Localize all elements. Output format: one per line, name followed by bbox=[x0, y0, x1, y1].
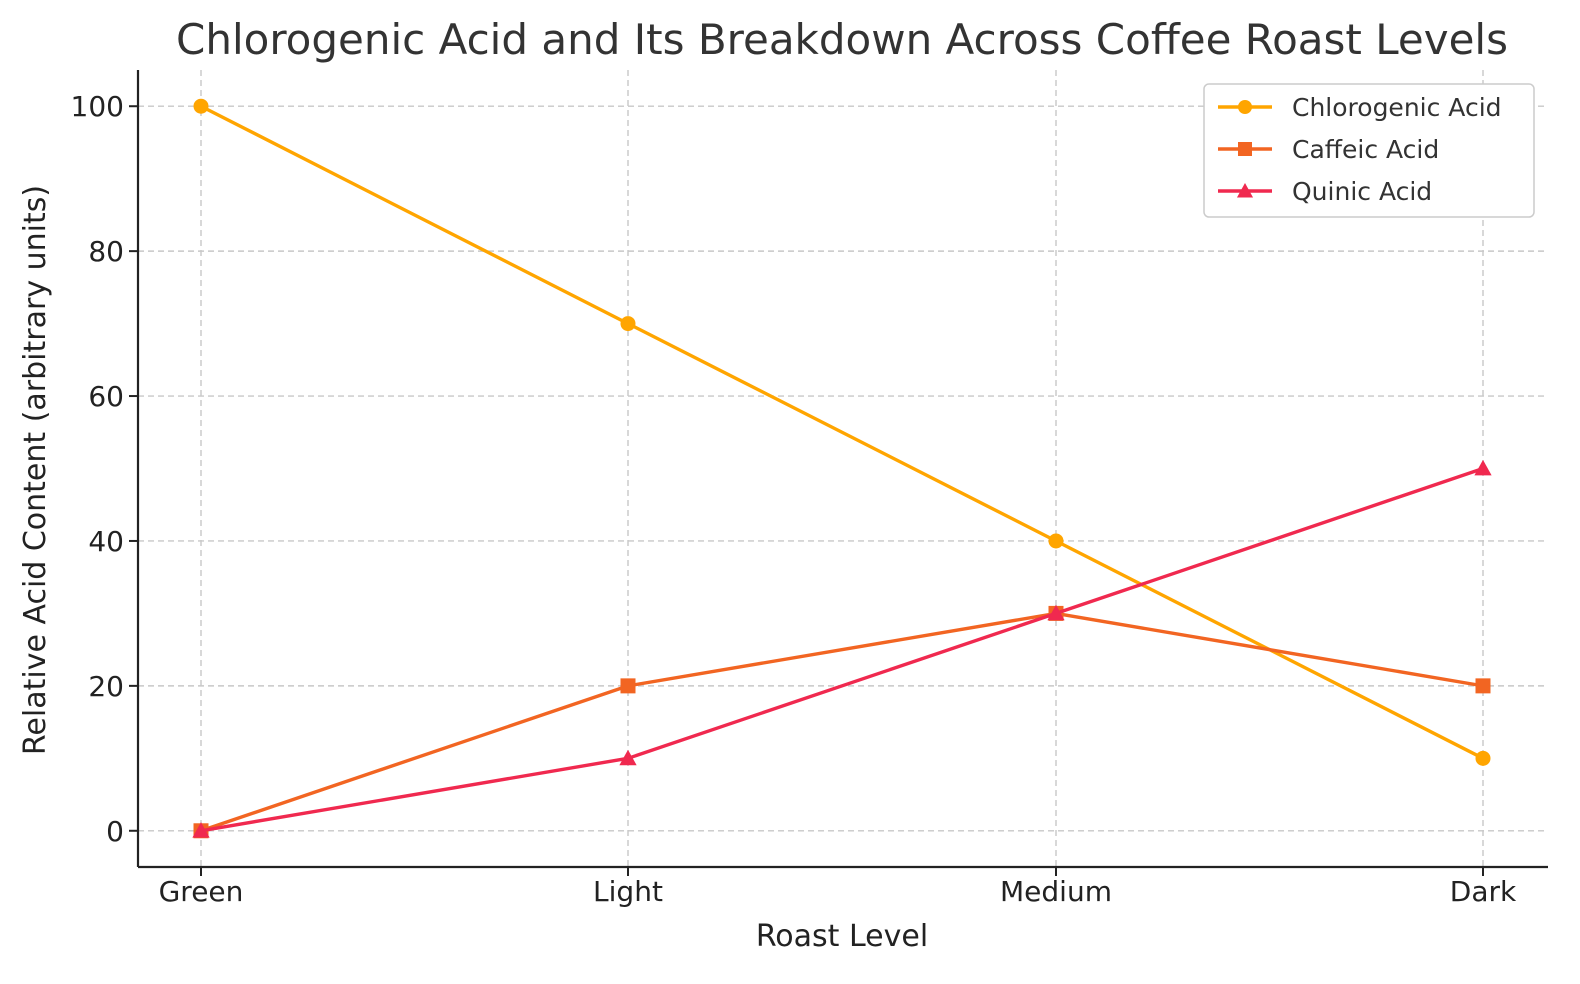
data-point bbox=[1475, 678, 1491, 694]
x-tick-label: Medium bbox=[1000, 875, 1112, 908]
y-tick-label: 100 bbox=[71, 90, 124, 123]
data-point bbox=[620, 678, 636, 694]
legend-item: Chlorogenic Acid bbox=[1218, 93, 1502, 122]
legend-marker bbox=[1238, 100, 1252, 114]
grid-lines bbox=[138, 70, 1548, 867]
legend-label: Caffeic Acid bbox=[1292, 135, 1439, 164]
data-point bbox=[1474, 459, 1492, 476]
y-tick-label: 60 bbox=[88, 380, 124, 413]
legend: Chlorogenic Acid Caffeic Acid Quinic Acid bbox=[1203, 83, 1535, 218]
data-point bbox=[1047, 604, 1065, 621]
legend-marker bbox=[1238, 142, 1252, 156]
y-tick-label: 80 bbox=[88, 235, 124, 268]
legend-marker bbox=[1236, 182, 1254, 198]
data-point bbox=[1048, 533, 1064, 549]
axes bbox=[129, 70, 1548, 876]
data-series bbox=[192, 98, 1492, 839]
y-axis-label: Relative Acid Content (arbitrary units) bbox=[18, 185, 53, 755]
legend-label: Quinic Acid bbox=[1292, 177, 1432, 206]
series-quinic-acid bbox=[192, 459, 1492, 838]
y-tick-label: 0 bbox=[106, 815, 124, 848]
tick-labels: 0 20 40 60 80 100 Green Light Medium Dark bbox=[71, 90, 1517, 908]
series-caffeic-acid bbox=[193, 605, 1491, 839]
data-point bbox=[192, 822, 210, 838]
legend-item: Caffeic Acid bbox=[1218, 135, 1439, 164]
x-tick-label: Light bbox=[593, 875, 663, 908]
y-tick-label: 20 bbox=[88, 670, 124, 703]
series-line bbox=[200, 611, 1484, 833]
data-point bbox=[193, 98, 209, 114]
data-point bbox=[1475, 750, 1491, 766]
data-point bbox=[619, 749, 637, 766]
legend-item: Quinic Acid bbox=[1218, 177, 1432, 206]
data-point bbox=[620, 316, 636, 332]
x-axis-label: Roast Level bbox=[756, 919, 928, 954]
legend-box bbox=[1203, 83, 1535, 218]
series-line bbox=[200, 466, 1484, 833]
chart-title: Chlorogenic Acid and Its Breakdown Acros… bbox=[176, 15, 1508, 64]
legend-label: Chlorogenic Acid bbox=[1292, 93, 1502, 122]
x-tick-label: Dark bbox=[1450, 875, 1517, 908]
y-tick-label: 40 bbox=[88, 525, 124, 558]
x-tick-label: Green bbox=[159, 875, 244, 908]
